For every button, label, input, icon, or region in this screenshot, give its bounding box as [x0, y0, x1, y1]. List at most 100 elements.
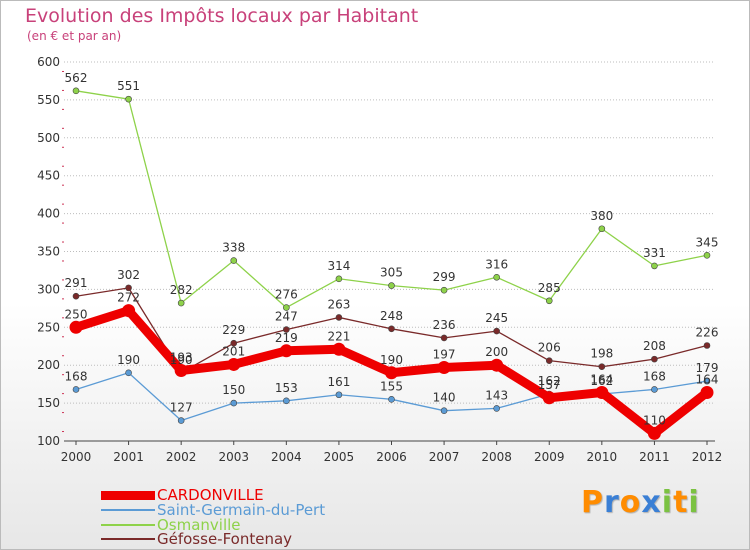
proxiti-logo: Proxiti — [581, 485, 700, 520]
data-point — [230, 399, 238, 407]
data-label: 236 — [433, 318, 456, 332]
data-label: 162 — [538, 374, 561, 388]
data-label: 190 — [170, 353, 193, 367]
x-tick-label: 2004 — [271, 450, 302, 464]
data-label: 206 — [538, 341, 561, 355]
data-point — [125, 95, 132, 103]
data-label: 143 — [485, 388, 508, 402]
data-label: 179 — [696, 361, 719, 375]
data-point — [598, 363, 606, 371]
data-point — [283, 326, 290, 333]
data-label: 380 — [590, 209, 613, 223]
data-label: 562 — [65, 71, 88, 85]
data-point — [440, 334, 448, 342]
data-label: 263 — [327, 297, 350, 311]
data-point — [703, 377, 711, 385]
data-label: 140 — [433, 391, 456, 405]
x-tick-label: 2012 — [692, 450, 723, 464]
data-point — [440, 407, 448, 414]
data-point — [545, 297, 553, 305]
data-point — [595, 385, 609, 399]
y-tick-label: 450 — [37, 169, 60, 183]
data-point — [174, 364, 188, 378]
data-point — [72, 292, 80, 300]
data-label: 190 — [117, 353, 140, 367]
data-point — [69, 320, 83, 334]
y-tick-label: 400 — [37, 207, 60, 221]
data-label: 276 — [275, 288, 298, 302]
data-point — [700, 385, 714, 399]
legend-swatch — [101, 509, 155, 511]
data-point — [177, 417, 185, 424]
y-tick-label: 550 — [37, 93, 60, 107]
data-label: 200 — [485, 345, 508, 359]
x-tick-label: 2007 — [429, 450, 460, 464]
data-label: 168 — [65, 369, 88, 383]
data-label: 245 — [485, 311, 508, 325]
data-label: 272 — [117, 291, 140, 305]
data-point — [230, 339, 238, 347]
logo-letter: i — [661, 485, 674, 520]
data-point — [125, 284, 132, 292]
data-label: 226 — [696, 325, 719, 339]
data-point — [125, 369, 132, 377]
legend-swatch — [101, 524, 155, 526]
data-label: 153 — [275, 381, 298, 395]
x-tick-label: 2011 — [639, 450, 670, 464]
data-label: 162 — [590, 374, 613, 388]
legend-swatch — [101, 538, 155, 540]
data-label: 250 — [65, 307, 88, 321]
x-tick-label: 2002 — [166, 450, 197, 464]
data-point — [598, 225, 606, 233]
data-point — [388, 325, 395, 333]
data-point — [72, 386, 80, 393]
y-tick-label: 150 — [37, 396, 60, 410]
data-label: 157 — [538, 378, 561, 392]
data-point — [651, 355, 658, 363]
logo-letter: x — [641, 485, 662, 520]
legend-item-cardonville: CARDONVILLE — [101, 487, 264, 503]
data-point — [703, 251, 711, 259]
y-tick-label: 600 — [37, 55, 60, 69]
data-point — [651, 386, 658, 393]
legend-item-osmanville: Osmanville — [101, 517, 241, 533]
data-point — [388, 282, 395, 289]
data-point — [647, 426, 661, 440]
data-label: 338 — [222, 241, 245, 255]
data-label: 316 — [485, 257, 508, 271]
data-label: 161 — [327, 375, 350, 389]
y-tick-label: 100 — [37, 434, 60, 448]
x-tick-label: 2006 — [376, 450, 407, 464]
data-point — [177, 299, 185, 307]
data-point — [335, 314, 343, 321]
data-label: 299 — [433, 270, 456, 284]
legend-item-gefosse-fontenay: Géfosse-Fontenay — [101, 531, 292, 547]
data-point — [440, 286, 448, 294]
data-point — [283, 304, 290, 311]
data-label: 168 — [643, 369, 666, 383]
data-label: 155 — [380, 379, 403, 393]
legend-label: Saint-Germain-du-Pert — [157, 501, 326, 519]
data-point — [227, 357, 241, 371]
logo-letter: i — [688, 485, 700, 520]
data-label: 201 — [222, 344, 245, 358]
data-label: 127 — [170, 401, 193, 415]
logo-letter: r — [604, 485, 620, 520]
y-tick-label: 500 — [37, 131, 60, 145]
data-label: 314 — [327, 259, 350, 273]
data-label: 198 — [590, 347, 613, 361]
data-point — [437, 360, 451, 374]
data-label: 150 — [222, 383, 245, 397]
x-tick-label: 2001 — [113, 450, 144, 464]
logo-letter: o — [619, 485, 642, 520]
data-label: 229 — [222, 323, 245, 337]
data-label: 219 — [275, 331, 298, 345]
data-label: 221 — [327, 329, 350, 343]
data-label: 247 — [275, 310, 298, 324]
data-label: 282 — [170, 283, 193, 297]
data-point — [332, 342, 346, 356]
x-tick-label: 2000 — [61, 450, 92, 464]
x-tick-label: 2010 — [587, 450, 618, 464]
data-label: 164 — [590, 372, 613, 386]
